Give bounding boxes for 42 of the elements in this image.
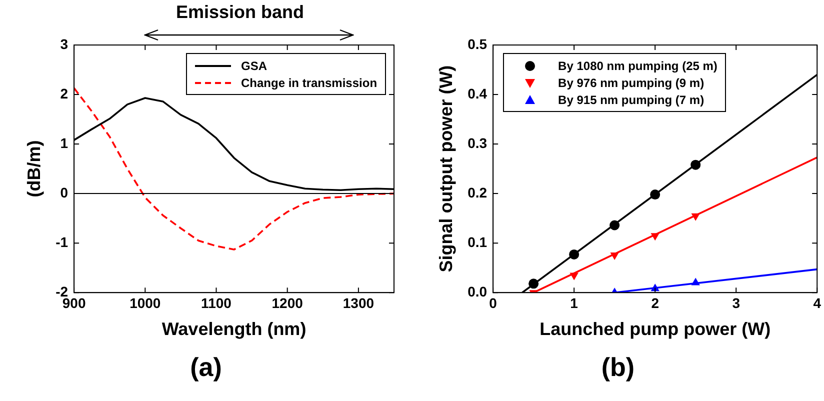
legend-label: Change in transmission [241,76,378,90]
x-tick-label: 4 [813,294,822,311]
x-tick-label: 1300 [342,294,374,311]
x-tick-label: 3 [732,294,740,311]
y-tick-label: 3 [60,36,68,52]
y-tick-label: 0 [60,184,68,200]
point [569,249,580,260]
legend-label: By 976 nm pumping (9 m) [558,76,704,90]
x-tick-label: 1 [570,294,578,311]
point [650,190,660,200]
x-tick-label: 2 [651,294,660,311]
point [691,278,700,286]
legend-label: By 1080 nm pumping (25 m) [558,58,718,72]
x-axis-title: Wavelength (nm) [162,319,306,340]
text: Emission band [174,2,306,23]
point [690,160,701,170]
y-tick-label: -1 [56,234,68,250]
point [610,252,619,260]
point [650,233,660,241]
y-tick-label: 0.3 [468,134,488,151]
y-axis-title: (dB/m) [24,140,44,198]
x-tick-label: 0 [489,294,498,311]
x-tick-label: 1000 [130,294,161,311]
y-tick-label: 0.1 [468,234,488,250]
y-tick-label: 0.2 [468,184,488,200]
text: (b) [600,352,636,383]
legend-label: GSA [241,58,268,72]
point [528,278,539,289]
y-tick-label: 1 [60,134,68,151]
point [610,220,620,230]
point [691,213,700,221]
y-tick-label: 0.4 [468,85,488,102]
legend-label: By 915 nm pumping (7 m) [558,92,704,106]
y-tick-label: -2 [56,283,68,300]
y-axis-title: Signal output power (W) [436,65,456,272]
y-tick-label: 2 [60,85,68,102]
x-tick-label: 1100 [201,294,232,311]
y-tick-label: 0.0 [468,283,488,300]
y-tick-label: 0.5 [468,36,488,52]
x-tick-label: 1200 [272,294,304,311]
text: (a) [189,352,223,383]
x-axis-title: Launched pump power (W) [540,319,771,340]
